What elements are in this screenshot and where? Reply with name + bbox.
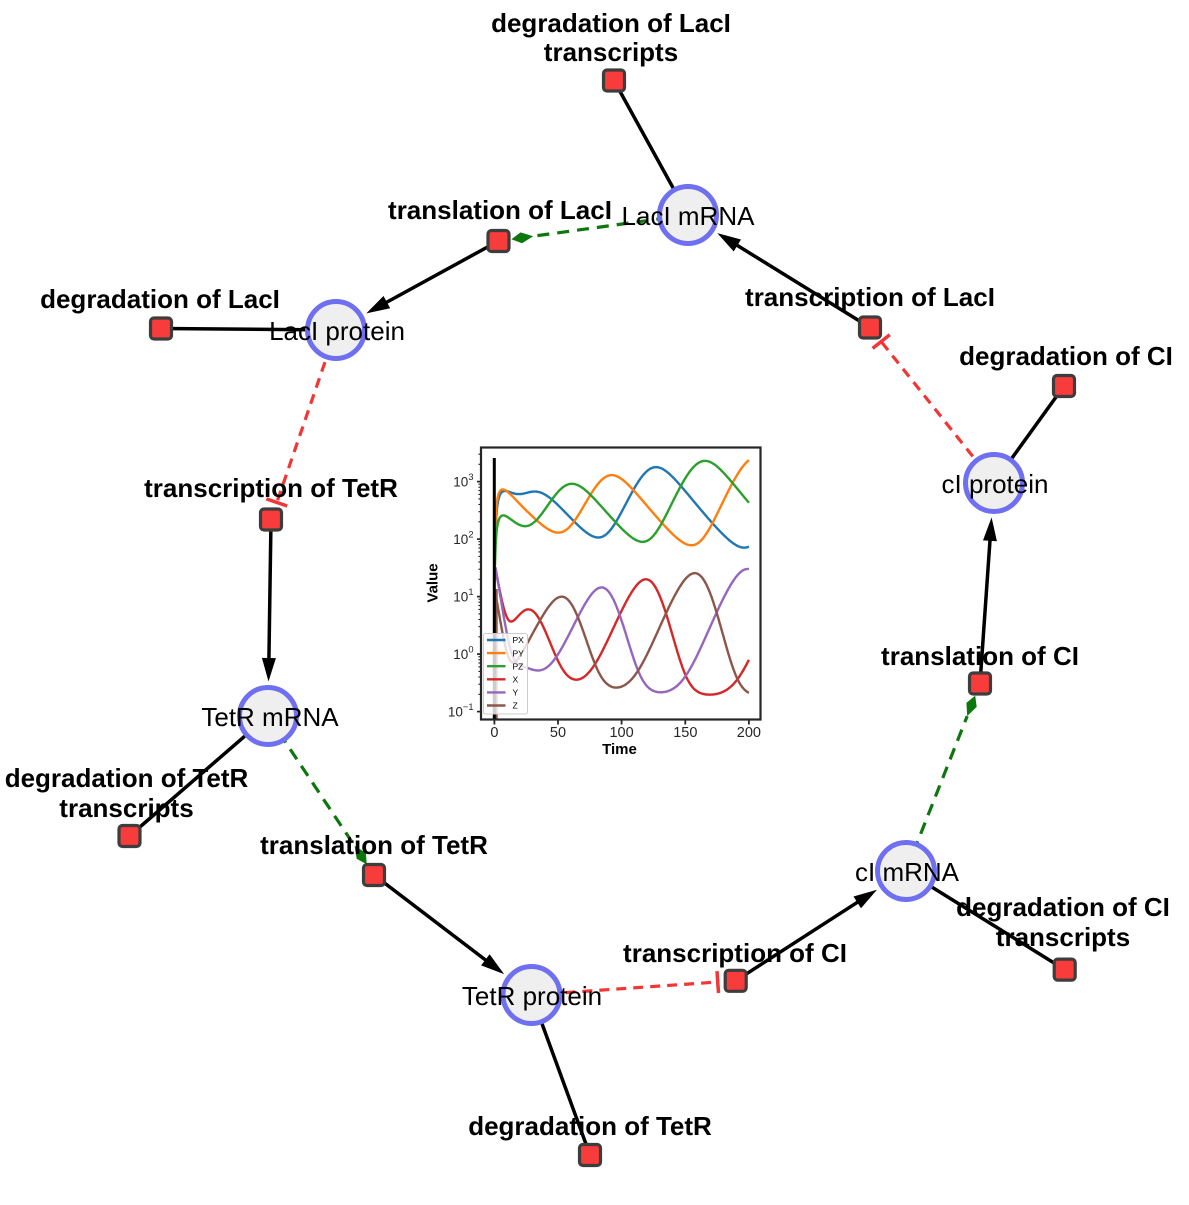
svg-text:transcripts: transcripts bbox=[996, 922, 1130, 952]
svg-text:transcription of LacI: transcription of LacI bbox=[745, 282, 995, 312]
svg-text:degradation of LacI: degradation of LacI bbox=[40, 284, 280, 314]
svg-text:X: X bbox=[513, 675, 519, 685]
svg-text:TetR mRNA: TetR mRNA bbox=[201, 702, 339, 732]
svg-text:transcripts: transcripts bbox=[544, 37, 678, 67]
svg-text:translation of LacI: translation of LacI bbox=[388, 195, 612, 225]
svg-text:transcription of CI: transcription of CI bbox=[623, 938, 847, 968]
svg-text:50: 50 bbox=[550, 725, 566, 741]
svg-text:200: 200 bbox=[737, 725, 761, 741]
svg-text:degradation of CI: degradation of CI bbox=[956, 892, 1170, 922]
svg-text:degradation of LacI: degradation of LacI bbox=[491, 8, 731, 38]
svg-text:transcription of TetR: transcription of TetR bbox=[144, 473, 398, 503]
svg-text:PY: PY bbox=[513, 648, 525, 658]
svg-text:TetR protein: TetR protein bbox=[462, 981, 602, 1011]
svg-text:degradation of TetR: degradation of TetR bbox=[5, 763, 249, 793]
svg-text:translation of CI: translation of CI bbox=[881, 641, 1079, 671]
svg-text:degradation of TetR: degradation of TetR bbox=[468, 1111, 712, 1141]
svg-text:PZ: PZ bbox=[513, 661, 524, 671]
svg-text:cI mRNA: cI mRNA bbox=[855, 857, 960, 887]
svg-text:0: 0 bbox=[490, 725, 498, 741]
svg-text:PX: PX bbox=[513, 635, 525, 645]
svg-text:translation of TetR: translation of TetR bbox=[260, 830, 488, 860]
svg-text:Y: Y bbox=[513, 688, 519, 698]
svg-text:LacI mRNA: LacI mRNA bbox=[622, 201, 756, 231]
svg-text:Z: Z bbox=[513, 701, 518, 711]
svg-text:LacI protein: LacI protein bbox=[269, 316, 405, 346]
svg-text:cI protein: cI protein bbox=[942, 469, 1049, 499]
svg-text:100: 100 bbox=[609, 725, 633, 741]
svg-text:150: 150 bbox=[673, 725, 697, 741]
svg-text:Time: Time bbox=[602, 741, 637, 758]
svg-text:degradation of CI: degradation of CI bbox=[959, 341, 1173, 371]
svg-text:transcripts: transcripts bbox=[59, 793, 193, 823]
svg-text:Value: Value bbox=[425, 563, 442, 602]
